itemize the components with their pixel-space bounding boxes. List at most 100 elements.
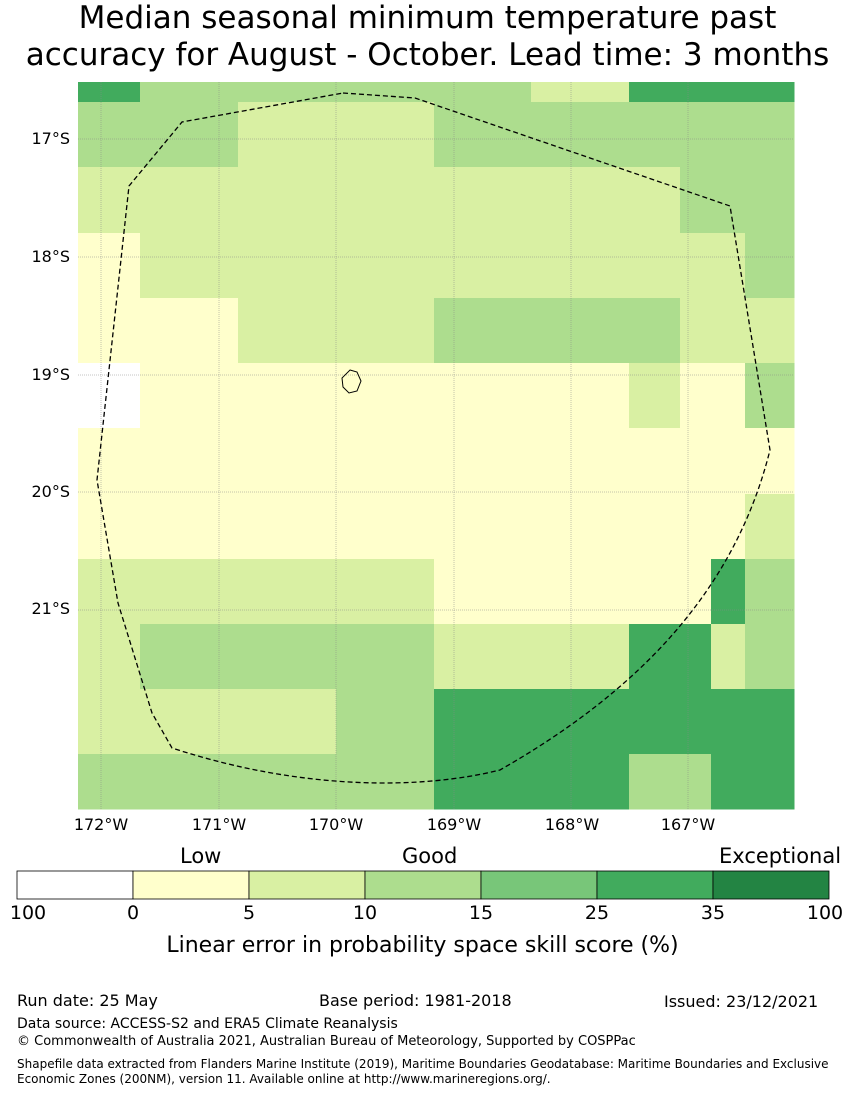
colorbar-segment <box>480 870 598 900</box>
grid-cell <box>745 167 771 234</box>
grid-cell <box>531 363 630 429</box>
grid-cell <box>531 428 630 495</box>
grid-cell <box>745 689 771 755</box>
grid-cell <box>629 298 681 364</box>
grid-cell <box>680 754 712 810</box>
grid-cell <box>238 363 337 429</box>
colorbar-tick: 0 <box>126 902 140 924</box>
grid-cell <box>711 559 746 625</box>
title-line-2: accuracy for August - October. Lead time… <box>25 37 830 73</box>
grid-cell <box>78 624 141 690</box>
grid-cell <box>629 233 681 299</box>
colorbar-tick: 100 <box>806 902 844 924</box>
grid-cell <box>238 624 337 690</box>
grid-cell <box>629 689 681 755</box>
grid-cell <box>238 102 337 168</box>
grid-cell <box>711 428 746 495</box>
grid-cell <box>770 233 795 299</box>
grid-cell <box>745 102 771 168</box>
grid-cell <box>629 624 681 690</box>
category-exceptional: Exceptional <box>719 844 842 868</box>
grid-cell <box>629 428 681 495</box>
grid-cell <box>78 559 141 625</box>
grid-cell <box>770 363 795 429</box>
grid-cell <box>336 233 435 299</box>
grid-cell <box>336 559 435 625</box>
grid-cell <box>336 298 435 364</box>
grid-cell <box>711 363 746 429</box>
grid-cell <box>531 82 630 103</box>
grid-cell <box>629 559 681 625</box>
data-source: Data source: ACCESS-S2 and ERA5 Climate … <box>17 1016 398 1032</box>
grid-cell <box>770 428 795 495</box>
grid-cell <box>434 624 532 690</box>
grid-cell <box>434 363 532 429</box>
grid-cell <box>434 167 532 234</box>
grid-cell <box>434 559 532 625</box>
lon-label: 167°W <box>660 815 716 834</box>
grid-cell <box>238 428 337 495</box>
lat-label: 17°S <box>31 129 70 148</box>
grid-cell <box>531 494 630 560</box>
grid-cell <box>140 233 239 299</box>
grid-cell <box>140 624 239 690</box>
grid-cell <box>140 689 239 755</box>
colorbar-tick: 15 <box>468 902 494 924</box>
grid-cell <box>140 559 239 625</box>
base-period: Base period: 1981-2018 <box>319 991 512 1010</box>
copyright: © Commonwealth of Australia 2021, Austra… <box>17 1034 636 1049</box>
grid-cell <box>680 363 712 429</box>
colorbar-segment <box>16 870 134 900</box>
grid-cell <box>680 624 712 690</box>
run-date: Run date: 25 May <box>17 991 158 1010</box>
grid-cell <box>140 428 239 495</box>
grid-cell <box>78 167 141 234</box>
grid-cell <box>711 102 746 168</box>
grid-cell <box>745 363 771 429</box>
grid-cell <box>434 233 532 299</box>
grid-cell <box>770 754 795 810</box>
colorbar-segment <box>132 870 250 900</box>
grid-cell <box>680 233 712 299</box>
issued-date: Issued: 23/12/2021 <box>664 992 819 1011</box>
grid-cell <box>238 754 337 810</box>
grid-cell <box>770 559 795 625</box>
grid-cell <box>629 754 681 810</box>
colorbar-tick: 25 <box>584 902 610 924</box>
grid-cell <box>629 82 681 103</box>
grid-cell <box>745 559 771 625</box>
grid-cell <box>531 559 630 625</box>
grid-cell <box>434 494 532 560</box>
lon-label: 169°W <box>426 815 482 834</box>
title-line-1: Median seasonal minimum temperature past <box>78 0 777 36</box>
grid-cell <box>434 102 532 168</box>
grid-cell <box>434 298 532 364</box>
colorbar-segment <box>712 870 830 900</box>
grid-cell <box>238 298 337 364</box>
grid-cell <box>434 82 532 103</box>
grid-cell <box>629 363 681 429</box>
grid-cell <box>140 102 239 168</box>
grid-cell <box>238 494 337 560</box>
grid-cell <box>770 494 795 560</box>
grid-cell <box>336 689 435 755</box>
grid-cell <box>680 494 712 560</box>
grid-cell <box>629 494 681 560</box>
colorbar-tick: 100 <box>9 902 47 924</box>
grid-cell <box>78 754 141 810</box>
lat-label: 19°S <box>31 365 70 384</box>
grid-cell <box>78 233 141 299</box>
colorbar-tick: 10 <box>352 902 378 924</box>
grid-cell <box>140 494 239 560</box>
grid-cell <box>711 167 746 234</box>
grid-cell <box>336 102 435 168</box>
grid-cell <box>680 298 712 364</box>
grid-cell <box>770 102 795 168</box>
colorbar-title: Linear error in probability space skill … <box>166 933 679 958</box>
lon-label: 168°W <box>544 815 600 834</box>
grid-cell <box>140 754 239 810</box>
grid-cell <box>680 82 712 103</box>
grid-cell <box>78 428 141 495</box>
grid-cell <box>238 167 337 234</box>
grid-cell <box>711 82 746 103</box>
